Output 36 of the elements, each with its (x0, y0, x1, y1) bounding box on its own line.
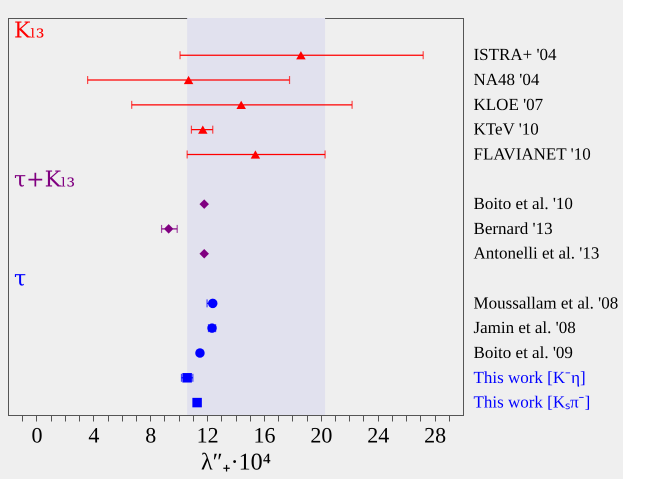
y-tick-label: KLOE '07 (474, 94, 544, 114)
y-tick-label: Boito et al. '10 (474, 194, 573, 214)
point (184, 76, 194, 84)
x-tick-label: 0 (31, 422, 42, 448)
point (198, 126, 208, 134)
point (236, 100, 246, 109)
text: τ (14, 266, 26, 292)
y-tick-label: This work [Kₛπ⁻] (474, 392, 590, 412)
point (208, 298, 218, 308)
x-tick-label: 8 (145, 422, 156, 448)
y-tick-label: Jamin et al. '08 (474, 318, 576, 338)
x-tick-label: 20 (310, 422, 332, 448)
point (195, 348, 205, 358)
point (192, 398, 202, 408)
y-tick-label: NA48 '04 (474, 70, 540, 90)
point (164, 224, 174, 234)
y-tick-label: Bernard '13 (474, 218, 553, 238)
point (199, 248, 209, 258)
point (250, 150, 260, 159)
y-tick-label: This work [K⁻η] (474, 368, 586, 387)
x-axis-title: λ″₊·10⁴ (201, 450, 271, 476)
y-tick-label: Boito et al. '09 (474, 342, 573, 362)
x-tick-label: 12 (196, 422, 219, 448)
text: τ+Kₗ₃ (14, 167, 76, 192)
y-tick-label: ISTRA+ '04 (474, 45, 558, 64)
point (296, 51, 306, 60)
x-tick-label: 16 (253, 422, 276, 448)
x-tick-label: 4 (88, 422, 100, 448)
y-tick-label: FLAVIANET '10 (474, 144, 591, 164)
point (199, 199, 209, 209)
x-tick-label: 28 (424, 422, 446, 448)
x-tick-label: 24 (367, 422, 390, 448)
y-tick-label: KTeV '10 (474, 120, 539, 139)
y-tick-label: Antonelli et al. '13 (474, 244, 600, 263)
text: Kₗ₃ (14, 18, 45, 44)
y-tick-label: Moussallam et al. '08 (474, 293, 618, 312)
